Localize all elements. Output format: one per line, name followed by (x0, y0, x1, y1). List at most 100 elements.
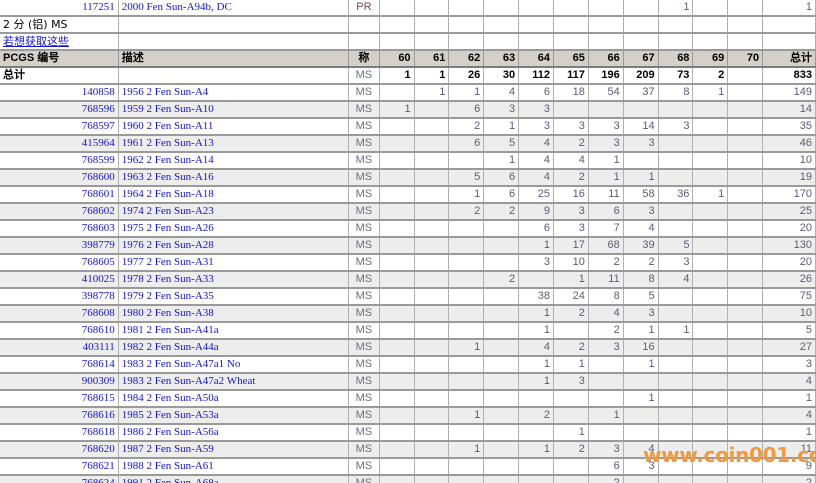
cell-grade-count (379, 356, 415, 374)
cell-description[interactable]: 1956 2 Fen Sun-A4 (117, 84, 350, 102)
cell-description[interactable]: 1988 2 Fen Sun-A61 (117, 458, 350, 476)
cell-description[interactable]: 1978 2 Fen Sun-A33 (117, 271, 350, 289)
cell-pcgs-no[interactable]: 768599 (0, 152, 119, 170)
cell-row-total: 11 (762, 441, 816, 459)
cell-grade-count (692, 203, 729, 221)
cell-grade-count (658, 475, 694, 483)
cell-pcgs-no[interactable]: 768621 (0, 458, 119, 476)
cell-description[interactable]: 1991 2 Fen Sun-A68a (117, 475, 350, 483)
cell-pcgs-no[interactable]: 768600 (0, 169, 119, 187)
cell-row-total: 46 (762, 135, 816, 153)
cell-description[interactable]: 1983 2 Fen Sun-A47a1 No (117, 356, 350, 374)
header-grade-68[interactable]: 68 (658, 50, 694, 68)
totals-grade-count: 196 (588, 67, 624, 85)
header-grade-60[interactable]: 60 (379, 50, 415, 68)
cell-pcgs-no[interactable]: 768620 (0, 441, 119, 459)
cell-description[interactable]: 1977 2 Fen Sun-A31 (117, 254, 350, 272)
header-grade-62[interactable]: 62 (448, 50, 485, 68)
cell-description[interactable]: 1960 2 Fen Sun-A11 (117, 118, 350, 136)
cell-description[interactable]: 1982 2 Fen Sun-A44a (117, 339, 350, 357)
cell-grade-count (448, 0, 485, 17)
cell-description[interactable]: 1980 2 Fen Sun-A38 (117, 305, 350, 323)
cell-description[interactable]: 1961 2 Fen Sun-A13 (117, 135, 350, 153)
cell-pcgs-no[interactable]: 768605 (0, 254, 119, 272)
cell-grade-count (414, 356, 450, 374)
cell-grade-count (379, 441, 415, 459)
cell-grade-count (727, 458, 764, 476)
cell-pcgs-no[interactable]: 768624 (0, 475, 119, 483)
empty-cell (762, 16, 816, 34)
header-grade-64[interactable]: 64 (518, 50, 554, 68)
cell-pcgs-no[interactable]: 415964 (0, 135, 119, 153)
cell-description[interactable]: 1986 2 Fen Sun-A56a (117, 424, 350, 442)
header-grade-65[interactable]: 65 (553, 50, 589, 68)
cell-grade-count (623, 152, 659, 170)
cell-grade-count (692, 305, 729, 323)
cell-pcgs-no[interactable]: 410025 (0, 271, 119, 289)
cell-grade-count (414, 0, 450, 17)
cell-description[interactable]: 1979 2 Fen Sun-A35 (117, 288, 350, 306)
header-grade-67[interactable]: 67 (623, 50, 659, 68)
cell-pcgs-no[interactable]: 398778 (0, 288, 119, 306)
cell-pcgs-no[interactable]: 117251 (0, 0, 119, 17)
cell-description[interactable]: 1963 2 Fen Sun-A16 (117, 169, 350, 187)
header-pcgs-no[interactable]: PCGS 编号 (0, 50, 119, 68)
cell-pcgs-no[interactable]: 768618 (0, 424, 119, 442)
cell-description[interactable]: 1983 2 Fen Sun-A47a2 Wheat (117, 373, 350, 391)
section-title-row: 2 分 (铝) MS (0, 16, 816, 34)
cell-pcgs-no[interactable]: 768603 (0, 220, 119, 238)
cell-grade-count: 58 (623, 186, 659, 204)
cell-description[interactable]: 1974 2 Fen Sun-A23 (117, 203, 350, 221)
header-grade-69[interactable]: 69 (692, 50, 729, 68)
header-grade-label[interactable]: 称 (348, 50, 380, 68)
cell-description[interactable]: 1981 2 Fen Sun-A41a (117, 322, 350, 340)
cell-description[interactable]: 2000 Fen Sun-A94b, DC (117, 0, 350, 17)
cell-pcgs-no[interactable]: 768614 (0, 356, 119, 374)
cell-grade-count: 4 (518, 169, 554, 187)
cell-grade-count (414, 390, 450, 408)
cell-description[interactable]: 1962 2 Fen Sun-A14 (117, 152, 350, 170)
cell-description[interactable]: 1985 2 Fen Sun-A53a (117, 407, 350, 425)
cell-pcgs-no[interactable]: 900309 (0, 373, 119, 391)
cell-description[interactable]: 1976 2 Fen Sun-A28 (117, 237, 350, 255)
cell-pcgs-no[interactable]: 768601 (0, 186, 119, 204)
table-row: 768596 1959 2 Fen Sun-A10 MS 1 6 3 3 14 (0, 101, 816, 119)
header-grade-61[interactable]: 61 (414, 50, 450, 68)
cell-pcgs-no[interactable]: 768602 (0, 203, 119, 221)
cell-grade-count: 4 (623, 220, 659, 238)
cell-grade-count (414, 322, 450, 340)
header-description[interactable]: 描述 (118, 50, 350, 68)
cell-pcgs-no[interactable]: 398779 (0, 237, 119, 255)
empty-cell (118, 16, 350, 34)
cell-grade-count (658, 101, 694, 119)
cell-description[interactable]: 1975 2 Fen Sun-A26 (117, 220, 350, 238)
cell-row-total: 4 (762, 407, 816, 425)
cell-row-total: 9 (762, 458, 816, 476)
totals-grade-count: 1 (414, 67, 450, 85)
cell-description[interactable]: 1984 2 Fen Sun-A50a (117, 390, 350, 408)
cell-description[interactable]: 1959 2 Fen Sun-A10 (117, 101, 350, 119)
cell-pcgs-no[interactable]: 768615 (0, 390, 119, 408)
cell-grade-count (553, 101, 589, 119)
cell-pcgs-no[interactable]: 768610 (0, 322, 119, 340)
cell-grade-count (518, 424, 554, 442)
cell-pcgs-no[interactable]: 768596 (0, 101, 119, 119)
totals-label: 总计 (0, 67, 119, 85)
cell-description[interactable]: 1987 2 Fen Sun-A59 (117, 441, 350, 459)
cell-grade-count (727, 0, 764, 17)
cell-pcgs-no[interactable]: 768616 (0, 407, 119, 425)
header-total[interactable]: 总计 (762, 50, 816, 68)
cell-pcgs-no[interactable]: 768597 (0, 118, 119, 136)
cell-description[interactable]: 1964 2 Fen Sun-A18 (117, 186, 350, 204)
cell-row-total: 1 (762, 390, 816, 408)
cell-pcgs-no[interactable]: 768608 (0, 305, 119, 323)
cell-pcgs-no[interactable]: 140858 (0, 84, 119, 102)
header-grade-63[interactable]: 63 (483, 50, 520, 68)
header-grade-70[interactable]: 70 (727, 50, 764, 68)
cell-grade-count (692, 152, 729, 170)
cell-grade-count: 4 (518, 135, 554, 153)
cell-pcgs-no[interactable]: 403111 (0, 339, 119, 357)
header-grade-66[interactable]: 66 (588, 50, 624, 68)
section-link[interactable]: 若想获取这些 (0, 33, 119, 51)
cell-grade-count (658, 152, 694, 170)
